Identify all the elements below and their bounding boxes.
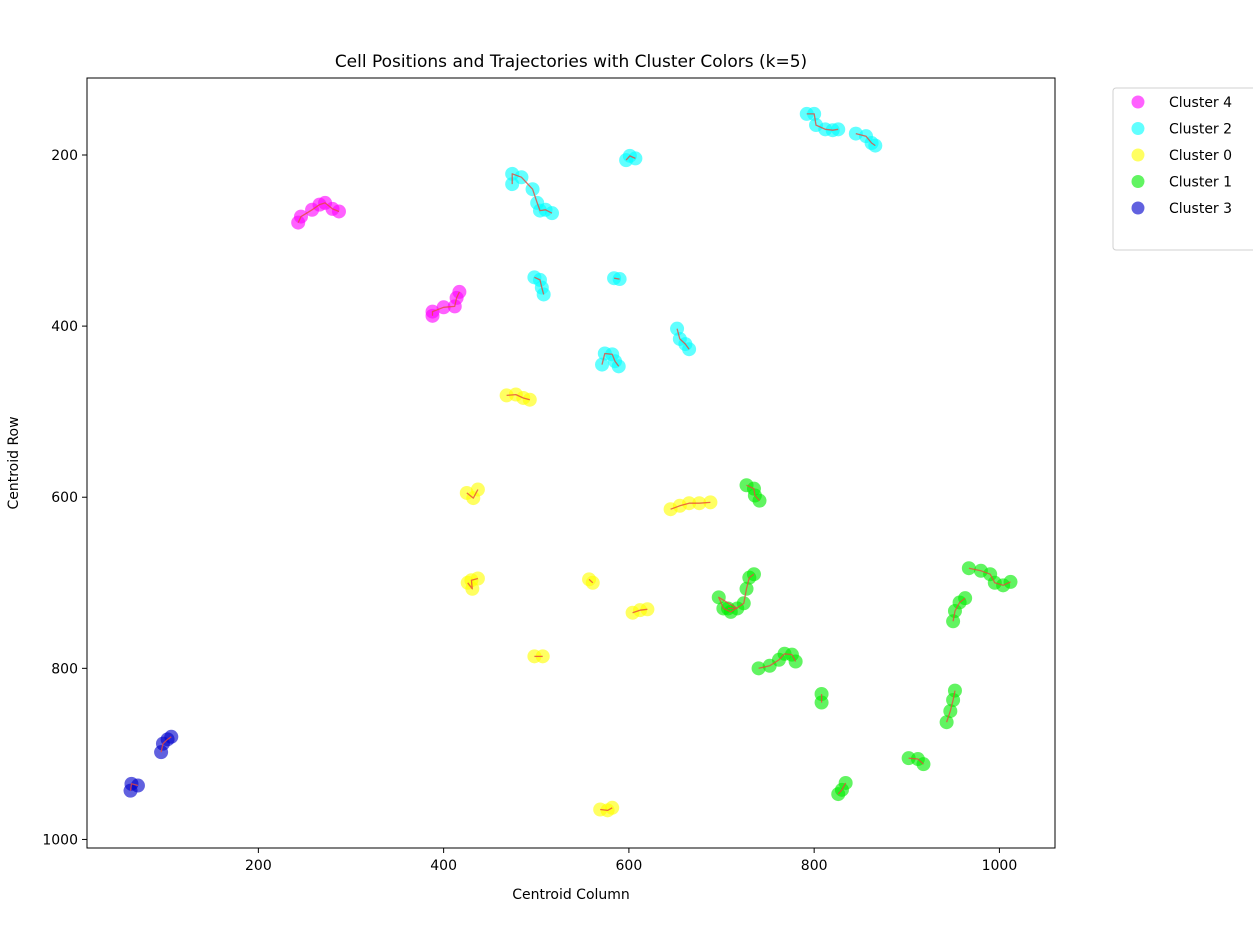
x-tick-label: 200 — [245, 858, 272, 874]
legend-marker — [1131, 95, 1145, 109]
cell-point — [595, 357, 610, 372]
legend-label: Cluster 2 — [1169, 122, 1232, 138]
trajectory-line — [129, 783, 139, 791]
trajectory-line — [613, 277, 620, 280]
trajectory-line — [601, 352, 620, 367]
trajectory-line — [632, 608, 648, 614]
trajectory-line — [625, 155, 636, 161]
cell-point — [612, 272, 627, 287]
series-cluster-2 — [505, 106, 883, 374]
x-axis: 200 400 600 800 1000 — [245, 848, 1017, 874]
trajectory-line — [511, 173, 553, 214]
trajectory-line — [466, 489, 479, 499]
legend-label: Cluster 4 — [1169, 95, 1232, 111]
trajectory-line — [837, 782, 847, 795]
legend-box — [1112, 87, 1253, 251]
cell-point — [947, 683, 962, 698]
legend: Cluster 4 Cluster 2 Cluster 0 Cluster 1 Clus… — [1112, 87, 1253, 251]
legend-marker — [1131, 201, 1145, 215]
x-tick-label: 1000 — [982, 858, 1018, 874]
cell-point — [130, 778, 145, 793]
y-tick-label: 600 — [51, 490, 78, 506]
trajectory-line — [968, 567, 1011, 586]
cell-point — [746, 567, 761, 582]
cell-point — [535, 649, 550, 664]
trajectory-line — [297, 202, 340, 223]
legend-marker — [1131, 148, 1145, 162]
cell-point — [788, 654, 803, 669]
cell-point — [958, 591, 973, 606]
chart-title: Cell Positions and Trajectories with Clu… — [335, 52, 807, 72]
trajectory-line — [758, 653, 797, 669]
legend-label: Cluster 1 — [1169, 175, 1232, 191]
y-tick-label: 800 — [51, 661, 78, 677]
y-axis: 200 400 600 800 1000 — [42, 148, 87, 848]
cell-point — [605, 800, 620, 815]
trajectory-line — [534, 276, 545, 295]
y-tick-label: 200 — [51, 148, 78, 164]
cell-point — [452, 284, 467, 299]
cell-point — [164, 729, 179, 744]
trajectory-line — [908, 757, 924, 765]
x-tick-label: 400 — [430, 858, 457, 874]
plot-frame — [86, 77, 1056, 849]
cell-point — [831, 122, 846, 137]
trajectory-line — [945, 690, 956, 723]
legend-marker — [1131, 175, 1145, 188]
legend-label: Cluster 3 — [1169, 201, 1232, 217]
cell-point — [640, 602, 655, 617]
trajectory-line — [806, 113, 839, 131]
trajectory-line — [588, 578, 594, 584]
y-tick-label: 1000 — [42, 832, 78, 848]
series-cluster-0 — [459, 387, 718, 818]
x-tick-label: 800 — [801, 858, 828, 874]
series-cluster-1 — [711, 478, 1018, 802]
trajectory-line — [467, 577, 479, 590]
trajectory-line — [431, 291, 460, 316]
series-cluster-4 — [291, 195, 467, 323]
legend-marker — [1131, 122, 1145, 135]
series-cluster-3 — [123, 729, 179, 798]
trajectory-line — [855, 132, 876, 147]
trajectory-line — [952, 597, 966, 622]
cell-point — [611, 359, 626, 374]
x-axis-label: Centroid Column — [512, 887, 630, 903]
trajectory-line — [600, 807, 613, 812]
trajectory-line — [718, 573, 755, 613]
trajectory-line — [506, 393, 530, 401]
cell-point — [470, 571, 485, 586]
cell-point — [939, 715, 954, 730]
cell-point — [751, 661, 766, 676]
cell-point — [1003, 574, 1018, 589]
y-axis-label: Centroid Row — [6, 416, 22, 509]
trajectory-line — [160, 736, 172, 753]
trajectory-line — [676, 328, 690, 350]
y-tick-label: 400 — [51, 319, 78, 335]
trajectory-line — [746, 484, 760, 502]
trajectory-line — [670, 501, 711, 510]
cell-point — [961, 561, 976, 576]
cell-point — [682, 342, 697, 357]
cell-point — [703, 495, 718, 510]
x-tick-label: 600 — [616, 858, 643, 874]
legend-label: Cluster 0 — [1169, 148, 1232, 164]
plot-area — [123, 106, 1018, 818]
